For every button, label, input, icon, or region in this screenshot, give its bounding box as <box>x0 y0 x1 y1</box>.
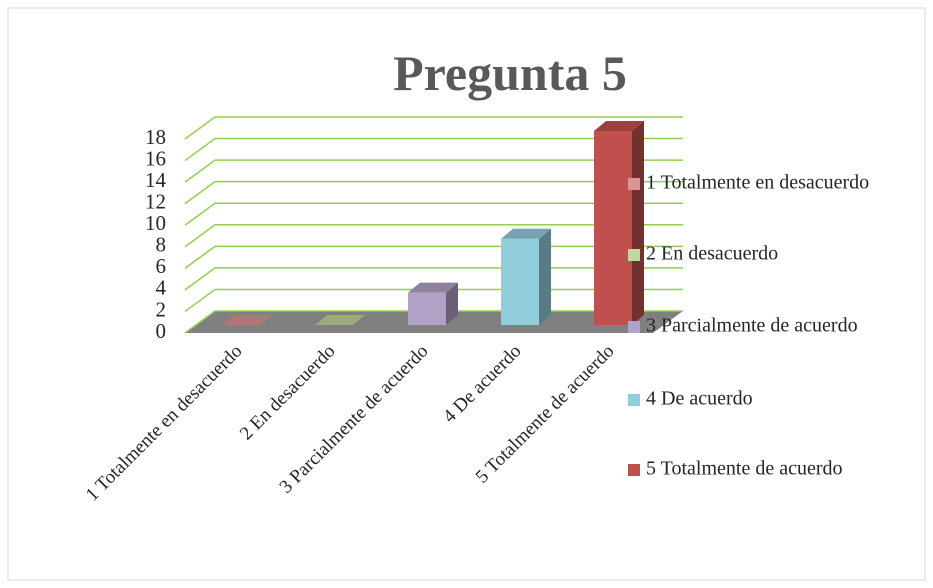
legend-label: 4 De acuerdo <box>646 388 753 410</box>
bar-top <box>222 315 272 325</box>
bar-front <box>501 238 539 325</box>
legend-swatch <box>628 249 640 261</box>
legend-swatch <box>628 464 640 476</box>
bar-top <box>315 315 365 325</box>
y-tick-label: 0 <box>156 319 167 343</box>
bar-front <box>408 292 446 325</box>
y-tick-label: 18 <box>145 125 166 149</box>
bar <box>315 315 365 325</box>
legend-label: 3 Parcialmente de acuerdo <box>646 315 858 337</box>
bar-front <box>594 131 632 325</box>
chart-border <box>7 7 926 581</box>
y-tick-label: 16 <box>145 146 166 170</box>
bar-side <box>446 282 458 325</box>
legend-label: 1 Totalmente en desacuerdo <box>646 172 869 194</box>
y-tick-label: 8 <box>156 233 167 257</box>
legend-label: 2 En desacuerdo <box>646 243 778 265</box>
legend-swatch <box>628 394 640 406</box>
legend-label: 5 Totalmente de acuerdo <box>646 458 842 480</box>
y-tick-label: 6 <box>156 254 167 278</box>
bar-top <box>501 228 551 239</box>
grid-line <box>184 116 683 140</box>
y-tick-label: 10 <box>145 211 166 235</box>
y-tick-label: 4 <box>156 276 167 300</box>
y-tick-label: 14 <box>145 168 167 192</box>
bar <box>594 121 644 325</box>
grid-line <box>184 180 683 205</box>
bar <box>408 282 458 325</box>
bar-side <box>632 121 644 325</box>
legend-swatch <box>628 178 640 190</box>
bar <box>501 228 551 325</box>
grid-line <box>184 202 683 226</box>
chart-title: Pregunta 5 <box>393 45 627 101</box>
grid-line <box>184 224 683 248</box>
grid-line <box>184 137 683 162</box>
grid-line <box>184 159 683 183</box>
y-tick-label: 2 <box>156 297 167 321</box>
legend-swatch <box>628 321 640 333</box>
bar-top <box>408 282 458 293</box>
y-tick-label: 12 <box>145 189 166 213</box>
bar-side <box>539 228 551 325</box>
bar-top <box>594 121 644 131</box>
bar <box>222 315 272 325</box>
